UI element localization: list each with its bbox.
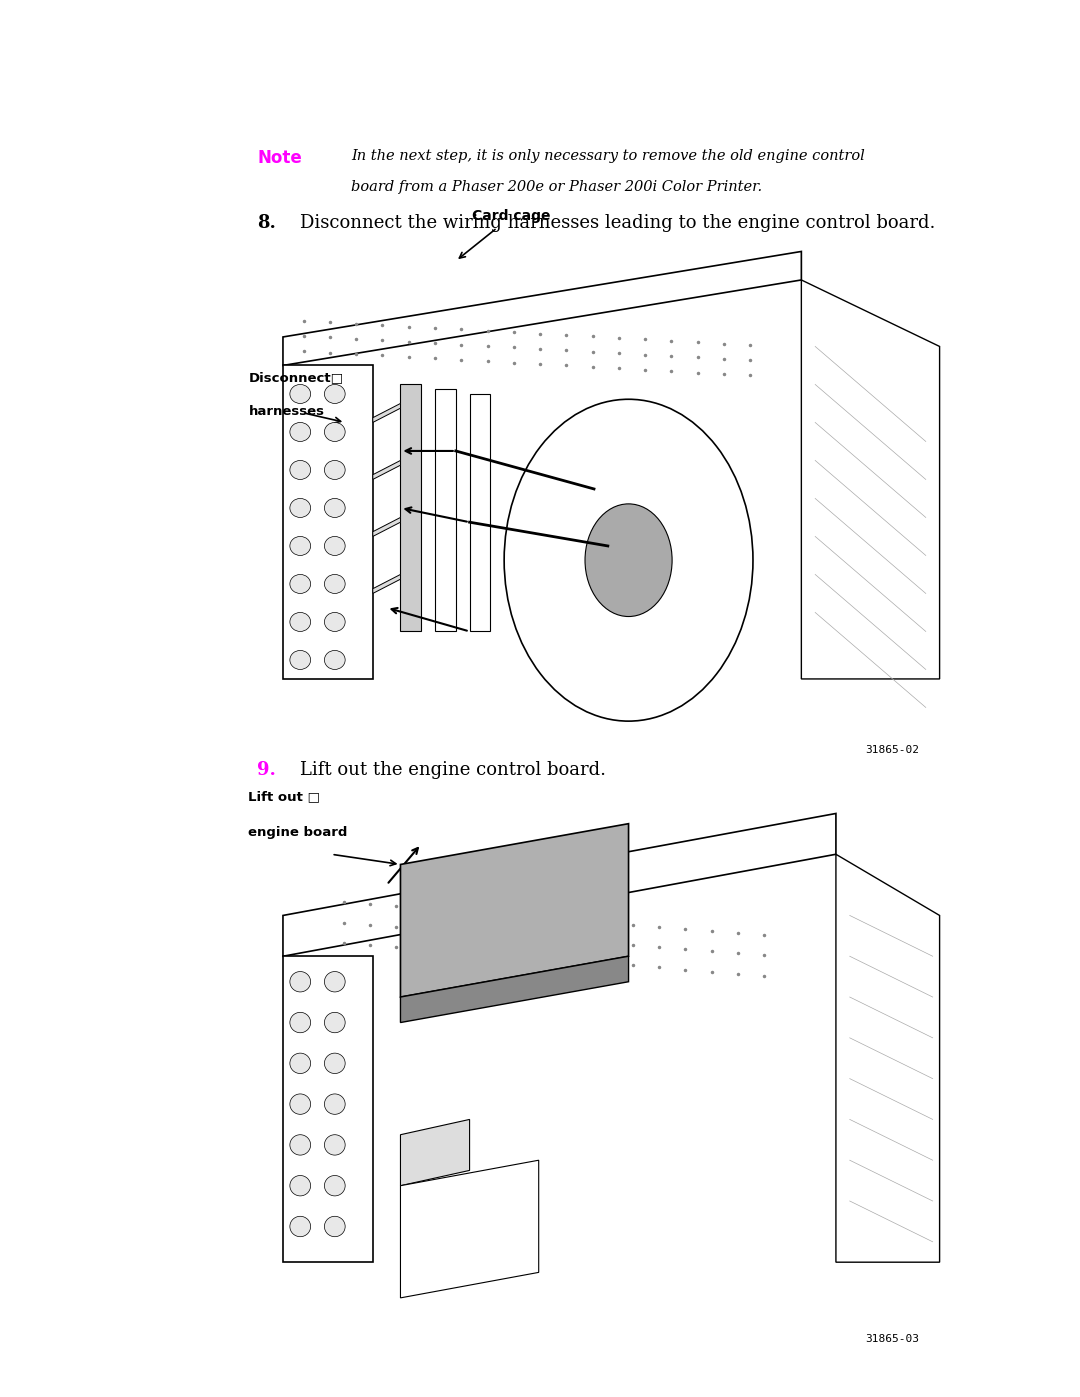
Ellipse shape (289, 612, 311, 631)
Ellipse shape (324, 1053, 346, 1073)
Polygon shape (836, 854, 940, 1263)
Ellipse shape (289, 1217, 311, 1236)
Polygon shape (401, 384, 421, 631)
Ellipse shape (289, 574, 311, 594)
Polygon shape (373, 404, 401, 422)
Text: Note: Note (257, 149, 301, 168)
Ellipse shape (324, 499, 346, 517)
Ellipse shape (324, 971, 346, 992)
Ellipse shape (289, 1094, 311, 1115)
Ellipse shape (289, 384, 311, 404)
Polygon shape (401, 1160, 539, 1298)
Text: 31865-03: 31865-03 (865, 1334, 919, 1344)
Text: Card cage: Card cage (472, 210, 551, 224)
Text: Lift out □: Lift out □ (248, 791, 321, 803)
Ellipse shape (324, 1134, 346, 1155)
Text: 31865-02: 31865-02 (865, 746, 919, 756)
Polygon shape (283, 813, 836, 956)
Ellipse shape (289, 1175, 311, 1196)
Ellipse shape (324, 651, 346, 669)
Circle shape (504, 400, 753, 721)
Text: Lift out the engine control board.: Lift out the engine control board. (300, 761, 606, 780)
Ellipse shape (324, 536, 346, 556)
Ellipse shape (324, 574, 346, 594)
Ellipse shape (324, 1013, 346, 1032)
Ellipse shape (289, 1013, 311, 1032)
Ellipse shape (289, 499, 311, 517)
Ellipse shape (289, 971, 311, 992)
FancyBboxPatch shape (248, 251, 940, 726)
Text: Disconnect□: Disconnect□ (248, 372, 343, 384)
Ellipse shape (289, 536, 311, 556)
Polygon shape (801, 279, 940, 679)
Ellipse shape (289, 1053, 311, 1073)
Polygon shape (373, 517, 401, 536)
Ellipse shape (289, 422, 311, 441)
Polygon shape (283, 251, 801, 366)
Polygon shape (401, 956, 629, 1023)
Polygon shape (283, 366, 373, 679)
Text: 9.: 9. (257, 761, 275, 780)
Polygon shape (470, 394, 490, 631)
Ellipse shape (324, 422, 346, 441)
Ellipse shape (324, 612, 346, 631)
Polygon shape (401, 824, 629, 997)
Polygon shape (373, 574, 401, 594)
Ellipse shape (324, 461, 346, 479)
Text: board from a Phaser 200e or Phaser 200i Color Printer.: board from a Phaser 200e or Phaser 200i … (351, 180, 762, 194)
FancyBboxPatch shape (248, 803, 940, 1313)
Ellipse shape (324, 1217, 346, 1236)
Polygon shape (401, 1119, 470, 1186)
Text: harnesses: harnesses (248, 405, 324, 418)
Circle shape (585, 504, 672, 616)
Ellipse shape (324, 1175, 346, 1196)
Ellipse shape (324, 1094, 346, 1115)
Ellipse shape (289, 1134, 311, 1155)
Polygon shape (373, 461, 401, 479)
Text: Disconnect the wiring harnesses leading to the engine control board.: Disconnect the wiring harnesses leading … (300, 214, 935, 232)
Polygon shape (435, 390, 456, 631)
Ellipse shape (289, 461, 311, 479)
Ellipse shape (324, 384, 346, 404)
Polygon shape (283, 956, 373, 1263)
Text: In the next step, it is only necessary to remove the old engine control: In the next step, it is only necessary t… (351, 149, 865, 163)
Text: engine board: engine board (248, 826, 348, 840)
Ellipse shape (289, 651, 311, 669)
Text: 8.: 8. (257, 214, 275, 232)
